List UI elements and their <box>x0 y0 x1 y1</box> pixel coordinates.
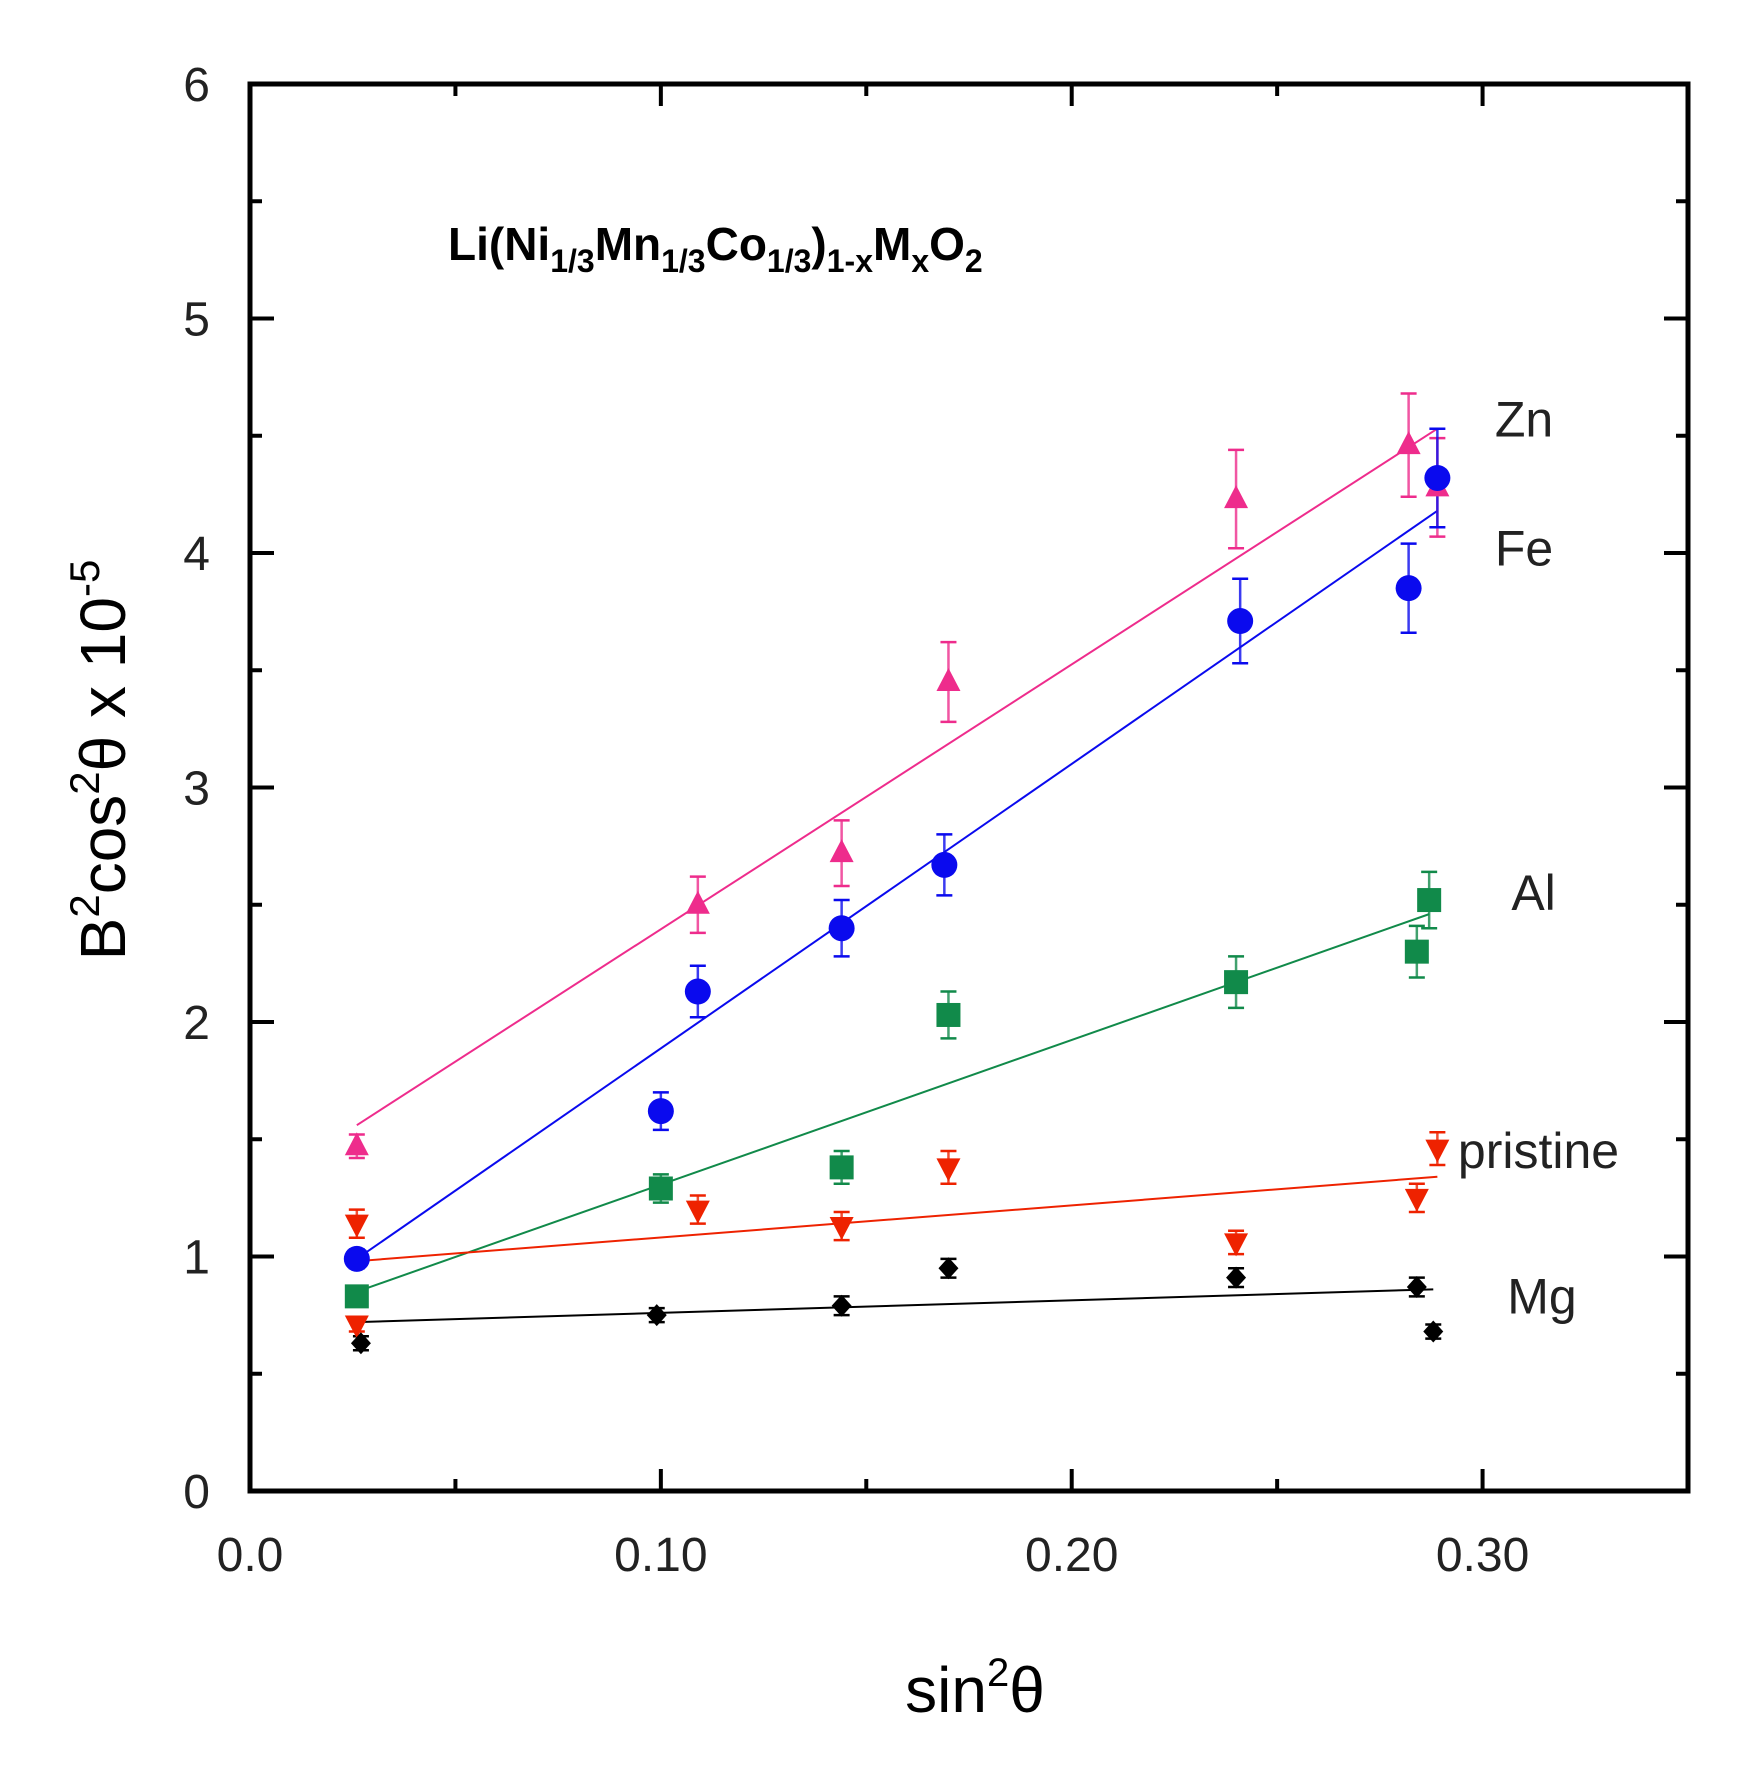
y-axis-title-sup1: 2 <box>61 894 108 917</box>
marker-fe <box>1227 608 1254 635</box>
marker-zn <box>344 1132 369 1156</box>
x-axis-title-theta: θ <box>1009 1654 1045 1726</box>
y-tick-label: 0 <box>183 1466 210 1519</box>
y-tick-label: 1 <box>183 1232 210 1285</box>
marker-mg <box>350 1332 371 1355</box>
x-tick-label: 0.30 <box>1436 1529 1529 1582</box>
y-tick-label: 2 <box>183 997 210 1050</box>
title-text: Mn <box>595 218 661 270</box>
x-axis-ticks: 0.0 0.10 0.20 0.30 <box>217 84 1529 1582</box>
marker-mg <box>938 1257 959 1280</box>
y-axis-title: B2cos2θ x 10-5 <box>61 560 139 961</box>
fit-line-fe <box>356 509 1438 1260</box>
marker-fe <box>647 1098 674 1125</box>
y-axis-title-cos: cos <box>67 795 139 895</box>
marker-fe <box>343 1245 370 1272</box>
marker-pristine <box>1404 1188 1429 1212</box>
series-labels: Zn Fe Al pristine Mg <box>1458 391 1619 1324</box>
marker-mg <box>831 1294 852 1317</box>
marker-mg <box>646 1304 667 1327</box>
y-axis-title-b: B <box>67 918 139 961</box>
marker-fe <box>1395 575 1422 602</box>
title-subscript: 1/3 <box>767 243 811 279</box>
title-subscript: 1/3 <box>550 243 594 279</box>
marker-zn <box>829 839 854 863</box>
title-subscript: 1-x <box>827 243 873 279</box>
chart-title: Li(Ni1/3Mn1/3Co1/3)1-xMxO2 <box>448 218 983 279</box>
title-text: Co <box>706 218 767 270</box>
fit-line-pristine <box>356 1175 1438 1263</box>
marker-pristine <box>344 1214 369 1238</box>
marker-al <box>829 1155 854 1180</box>
series-label-pristine: pristine <box>1458 1123 1619 1179</box>
series-label-zn: Zn <box>1495 391 1553 447</box>
series-label-al: Al <box>1511 865 1555 921</box>
marker-zn <box>1224 485 1249 509</box>
marker-zn <box>936 667 961 691</box>
marker-mg <box>1406 1275 1427 1298</box>
series-label-fe: Fe <box>1495 520 1553 576</box>
y-tick-label: 4 <box>183 528 210 581</box>
fit-line-zn <box>356 427 1438 1127</box>
y-tick-label: 5 <box>183 294 210 347</box>
marker-fe <box>1424 464 1451 491</box>
fit-line-al <box>356 913 1430 1293</box>
marker-al <box>1224 970 1249 995</box>
series-label-mg: Mg <box>1507 1268 1576 1324</box>
marker-al <box>648 1176 673 1201</box>
y-axis-title-sup2: 2 <box>61 771 108 794</box>
title-text: ) <box>811 218 826 270</box>
marker-mg <box>1423 1320 1444 1343</box>
marker-pristine <box>685 1200 710 1224</box>
x-axis-title-sup: 2 <box>987 1651 1009 1695</box>
title-subscript: x <box>911 243 929 279</box>
marker-pristine <box>829 1217 854 1241</box>
y-axis-title-sup3: -5 <box>61 560 108 597</box>
x-tick-label: 0.0 <box>217 1529 284 1582</box>
marker-al <box>1417 888 1442 913</box>
marker-pristine <box>936 1158 961 1182</box>
title-subscript: 1/3 <box>661 243 705 279</box>
marker-mg <box>1226 1266 1247 1289</box>
title-subscript: 2 <box>965 243 983 279</box>
y-tick-label: 6 <box>183 59 210 112</box>
marker-pristine <box>1425 1139 1450 1163</box>
title-text: O <box>929 218 965 270</box>
y-axis-ticks: 0 1 2 3 4 5 6 <box>183 59 1688 1519</box>
data-markers <box>343 431 1451 1355</box>
y-tick-label: 3 <box>183 763 210 816</box>
marker-pristine <box>1224 1233 1249 1257</box>
x-axis-title-base: sin <box>905 1654 987 1726</box>
fit-line-mg <box>356 1288 1434 1324</box>
marker-zn <box>1396 431 1421 455</box>
marker-al <box>1404 939 1429 964</box>
marker-fe <box>684 978 711 1005</box>
marker-al <box>936 1002 961 1027</box>
title-text: Li(Ni <box>448 218 550 270</box>
marker-zn <box>685 890 710 914</box>
marker-fe <box>828 915 855 942</box>
marker-pristine <box>344 1315 369 1339</box>
marker-al <box>344 1284 369 1309</box>
title-text: M <box>873 218 911 270</box>
fit-lines <box>356 427 1438 1324</box>
marker-fe <box>931 851 958 878</box>
y-axis-title-theta: θ x 10 <box>67 597 139 771</box>
x-tick-label: 0.10 <box>614 1529 707 1582</box>
x-tick-label: 0.20 <box>1025 1529 1118 1582</box>
x-axis-title: sin2θ <box>905 1651 1045 1726</box>
